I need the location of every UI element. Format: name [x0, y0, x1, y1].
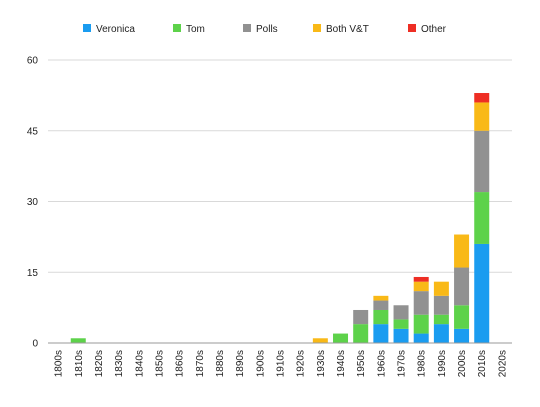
x-tick-label-2000s: 2000s	[457, 350, 468, 377]
x-tick-label-1950s: 1950s	[356, 350, 367, 377]
x-tick-label-2010s: 2010s	[477, 350, 488, 377]
legend: Veronica Tom Polls Both V&T Other	[83, 24, 447, 35]
x-tick-label-1960s: 1960s	[376, 350, 387, 377]
x-tick-label-1800s: 1800s	[54, 350, 65, 377]
x-tick-label-1830s: 1830s	[114, 350, 125, 377]
legend-label-polls: Polls	[256, 24, 278, 35]
bar-2010s-both-vandt	[474, 102, 490, 131]
bar-2000s-tom	[454, 305, 470, 329]
legend-swatch-veronica	[83, 24, 91, 32]
bar-1970s-veronica	[393, 328, 409, 343]
x-tick-label-1850s: 1850s	[154, 350, 165, 377]
bar-2010s-veronica	[474, 243, 490, 343]
bar-1950s-polls	[353, 309, 369, 325]
y-tick-label-45: 45	[27, 126, 39, 137]
bar-1990s-both-vandt	[433, 281, 449, 296]
legend-swatch-polls	[243, 24, 251, 32]
legend-swatch-tom	[173, 24, 181, 32]
x-tick-label-1840s: 1840s	[134, 350, 145, 377]
x-tick-label-1820s: 1820s	[94, 350, 105, 377]
bar-1960s-both-vandt	[373, 295, 389, 301]
y-tick-label-0: 0	[32, 339, 38, 350]
legend-label-other: Other	[421, 24, 447, 35]
bar-1930s-both-vandt	[312, 338, 328, 343]
bars	[70, 93, 490, 343]
bar-2000s-both-vandt	[454, 234, 470, 268]
x-tick-label-1810s: 1810s	[74, 350, 85, 377]
x-tick-label-1870s: 1870s	[195, 350, 206, 377]
legend-label-tom: Tom	[186, 24, 205, 35]
bar-1980s-polls	[413, 291, 429, 315]
bar-1980s-other	[413, 276, 429, 282]
bar-2000s-polls	[454, 267, 470, 306]
legend-swatch-other	[408, 24, 416, 32]
bar-1980s-both-vandt	[413, 281, 429, 292]
bar-1990s-tom	[433, 314, 449, 325]
legend-label-both-vandt: Both V&T	[326, 24, 369, 35]
bar-1970s-polls	[393, 305, 409, 320]
bar-1940s-tom	[333, 333, 349, 343]
bar-1990s-polls	[433, 295, 449, 315]
bar-1990s-veronica	[433, 324, 449, 343]
x-tick-label-1890s: 1890s	[235, 350, 246, 377]
x-tick-label-1940s: 1940s	[336, 350, 347, 377]
legend-swatch-both-vandt	[313, 24, 321, 32]
bar-1960s-tom	[373, 309, 389, 325]
gridlines	[48, 59, 512, 273]
y-tick-label-60: 60	[27, 56, 39, 67]
x-tick-label-1980s: 1980s	[417, 350, 428, 377]
x-tick-label-1860s: 1860s	[175, 350, 186, 377]
bar-1960s-veronica	[373, 324, 389, 343]
bar-1980s-veronica	[413, 333, 429, 343]
bar-2010s-other	[474, 93, 490, 103]
x-tick-label-1920s: 1920s	[296, 350, 307, 377]
bar-2010s-polls	[474, 130, 490, 193]
bar-1810s-tom	[70, 338, 86, 343]
x-axis-labels: 1800s 1810s 1820s 1830s 1840s 1850s 1860s 1870s…	[54, 350, 509, 377]
y-tick-label-30: 30	[27, 197, 39, 208]
x-tick-label-1970s: 1970s	[397, 350, 408, 377]
x-tick-label-1880s: 1880s	[215, 350, 226, 377]
bar-1960s-polls	[373, 300, 389, 310]
x-tick-label-1910s: 1910s	[276, 350, 287, 377]
y-tick-label-15: 15	[27, 268, 39, 279]
bar-2010s-tom	[474, 192, 490, 244]
bar-1980s-tom	[413, 314, 429, 334]
x-tick-label-2020s: 2020s	[497, 350, 508, 377]
y-axis-labels: 0 15 30 45 60	[27, 56, 39, 350]
bar-2000s-veronica	[454, 328, 470, 343]
bar-1950s-tom	[353, 324, 369, 343]
legend-label-veronica: Veronica	[96, 24, 135, 35]
x-tick-label-1990s: 1990s	[437, 350, 448, 377]
bar-1970s-tom	[393, 319, 409, 329]
x-tick-label-1900s: 1900s	[255, 350, 266, 377]
x-tick-label-1930s: 1930s	[316, 350, 327, 377]
